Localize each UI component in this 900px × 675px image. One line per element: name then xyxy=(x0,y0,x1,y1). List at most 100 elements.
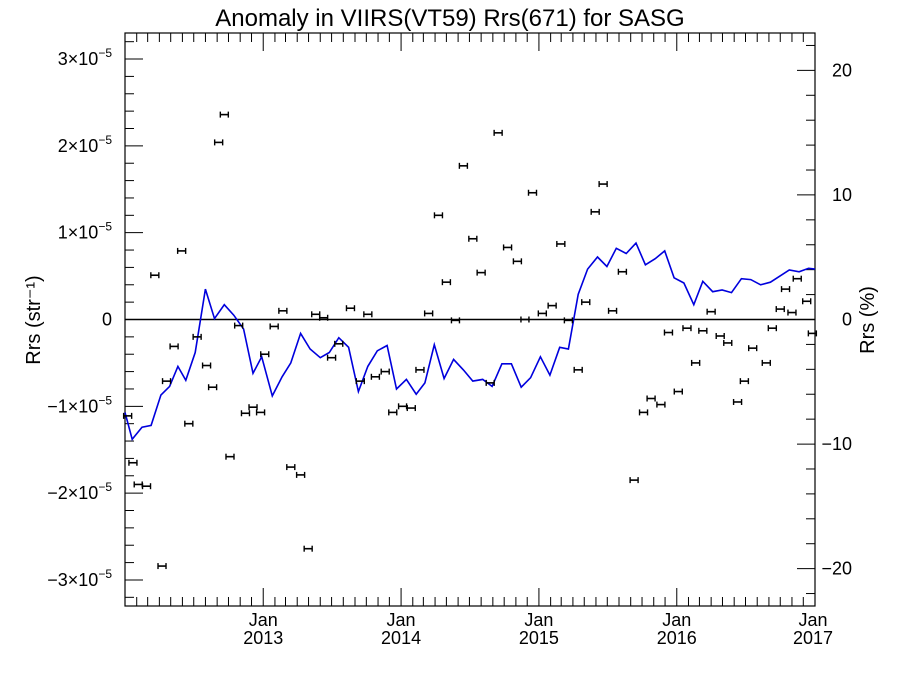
data-point xyxy=(476,269,486,276)
data-point xyxy=(732,398,743,405)
chart-title: Anomaly in VIIRS(VT59) Rrs(671) for SASG xyxy=(215,5,684,32)
data-point xyxy=(184,420,194,427)
data-point xyxy=(629,477,639,484)
axis-ticks xyxy=(125,33,815,606)
data-point xyxy=(388,409,398,416)
data-point xyxy=(547,302,557,309)
data-point xyxy=(318,314,329,321)
data-point xyxy=(527,189,538,196)
data-point xyxy=(122,412,133,419)
data-point xyxy=(433,212,444,219)
data-point xyxy=(617,268,628,275)
data-point xyxy=(512,258,523,265)
right-tick-label: −20 xyxy=(821,559,852,579)
anomaly-points-series xyxy=(122,111,818,570)
data-point xyxy=(775,306,785,313)
y-axis-label-right: Rrs (%) xyxy=(857,286,879,354)
data-point xyxy=(176,247,187,254)
data-point xyxy=(646,395,656,402)
data-point xyxy=(169,343,179,350)
data-point xyxy=(656,401,666,408)
data-point xyxy=(128,459,138,466)
data-point xyxy=(233,322,244,329)
data-point xyxy=(380,368,390,375)
data-point xyxy=(192,333,202,340)
data-point xyxy=(537,310,548,317)
data-point xyxy=(260,351,270,358)
data-point xyxy=(161,378,172,385)
data-point xyxy=(207,384,218,391)
data-point xyxy=(133,481,143,488)
data-point xyxy=(468,235,478,242)
data-point xyxy=(406,405,416,412)
data-point xyxy=(423,310,434,317)
data-point xyxy=(295,471,306,478)
left-tick-label: 1×10−5 xyxy=(58,220,113,243)
data-point xyxy=(715,332,725,339)
data-point xyxy=(201,362,212,369)
data-point xyxy=(573,366,583,373)
data-point xyxy=(673,388,683,395)
data-point xyxy=(326,354,337,361)
right-tick-label: 10 xyxy=(832,185,852,205)
right-tick-label: 0 xyxy=(842,310,852,330)
data-point xyxy=(450,317,461,324)
x-tick-year: 2016 xyxy=(657,628,697,648)
left-tick-label: −2×10−5 xyxy=(47,480,112,503)
data-point xyxy=(780,286,791,293)
data-point xyxy=(607,307,618,314)
left-axis-tick-labels: 3×10−5 2×10−5 1×10−5 0 −1×10−5 −2×10−5 −3×10−5 xyxy=(47,46,112,590)
data-point xyxy=(698,327,708,334)
x-tick-month: Jan xyxy=(387,610,416,630)
data-point xyxy=(663,329,674,336)
x-tick-year: 2015 xyxy=(519,628,559,648)
x-tick-month: Jan xyxy=(524,610,553,630)
data-point xyxy=(219,111,230,118)
data-point xyxy=(502,244,513,251)
left-tick-label: −1×10−5 xyxy=(47,393,112,416)
data-point xyxy=(598,181,608,188)
data-point xyxy=(747,345,758,352)
data-point xyxy=(767,325,778,332)
data-point xyxy=(311,311,321,318)
data-point xyxy=(638,409,649,416)
data-point xyxy=(269,323,279,330)
x-tick-year: 2017 xyxy=(793,628,833,648)
data-point xyxy=(303,545,313,552)
x-tick-month: Jan xyxy=(662,610,691,630)
anomaly-line-series xyxy=(124,241,816,442)
left-tick-label: 0 xyxy=(102,310,112,330)
left-tick-label: 3×10−5 xyxy=(58,46,113,69)
data-point xyxy=(286,464,296,471)
x-tick-year: 2013 xyxy=(243,628,283,648)
data-point xyxy=(255,409,266,416)
data-point xyxy=(485,379,495,386)
data-point xyxy=(397,403,408,410)
data-point xyxy=(807,330,818,337)
data-point xyxy=(682,325,692,332)
data-point xyxy=(225,453,235,460)
x-tick-month: Jan xyxy=(798,610,827,630)
data-point xyxy=(723,339,733,346)
data-point xyxy=(581,299,591,306)
y-axis-label-left: Rrs (str⁻¹) xyxy=(23,275,45,364)
data-point xyxy=(345,305,356,312)
right-tick-label: 20 xyxy=(832,60,852,80)
data-point xyxy=(590,208,600,215)
anomaly-line xyxy=(124,241,816,442)
data-point xyxy=(706,308,716,315)
data-point xyxy=(458,162,469,169)
data-point xyxy=(334,340,344,347)
right-axis-tick-labels: 20 10 0 −10 −20 xyxy=(821,60,852,578)
data-point xyxy=(278,307,288,314)
data-point xyxy=(240,410,251,417)
data-point xyxy=(150,272,160,279)
data-point xyxy=(363,311,373,318)
data-point xyxy=(415,366,425,373)
right-tick-label: −10 xyxy=(821,434,852,454)
data-point xyxy=(792,275,802,282)
data-point xyxy=(355,378,365,385)
x-tick-year: 2014 xyxy=(381,628,421,648)
